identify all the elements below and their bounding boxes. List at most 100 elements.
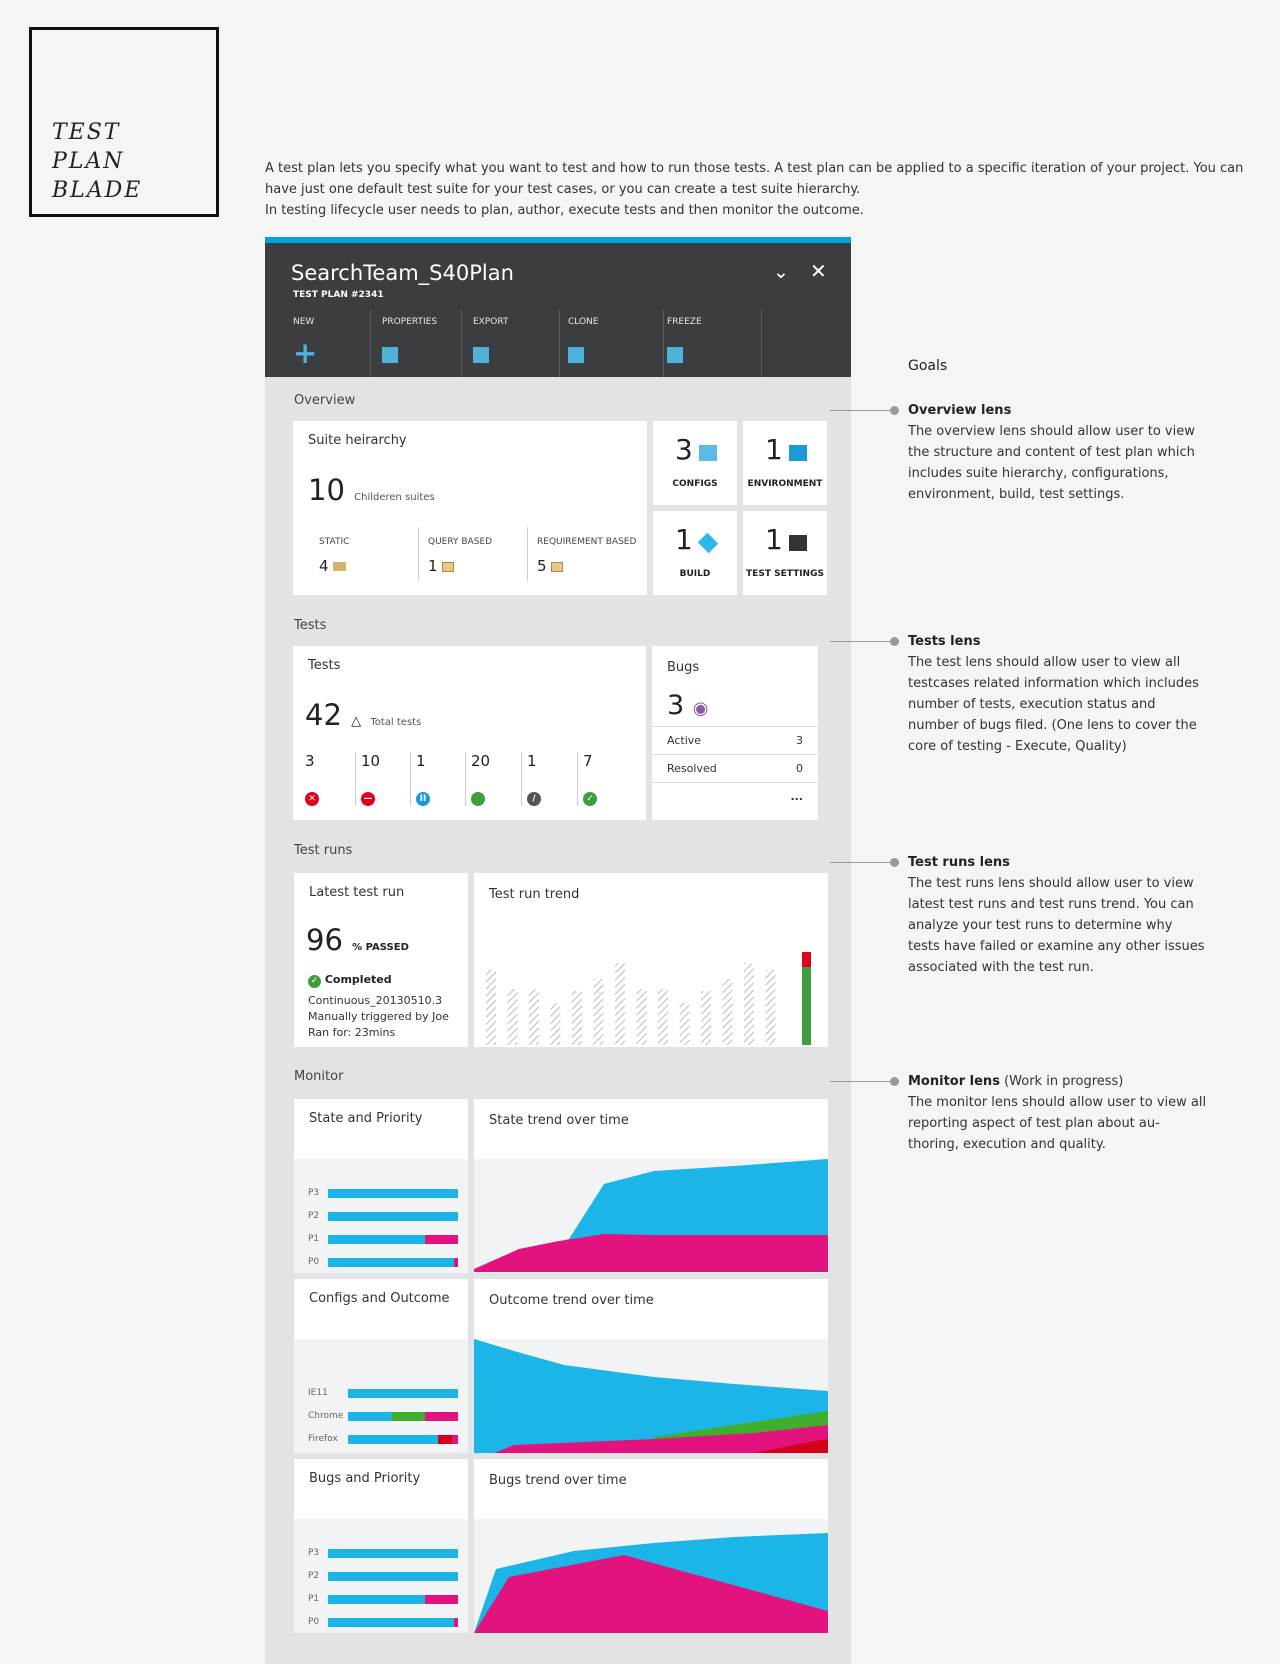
p0-bar-bugs [454, 1258, 458, 1267]
p1-bar-bugs [425, 1235, 458, 1244]
history-run-bar [679, 1003, 690, 1045]
bugs-p3-bar [328, 1549, 458, 1558]
history-run-bar [593, 979, 604, 1045]
p1-label: P1 [308, 1234, 320, 1244]
bugs-trend-card[interactable]: Bugs trend over time [474, 1459, 828, 1633]
close-icon[interactable]: ✕ [810, 259, 827, 283]
test-plan-blade: SearchTeam_S40Plan TEST PLAN #2341 ⌄ ✕ N… [265, 237, 851, 1664]
state-trend-card[interactable]: State trend over time [474, 1099, 828, 1273]
static-label: STATIC [319, 537, 350, 547]
connector-line [830, 862, 892, 863]
latest-run-bar-pass [802, 967, 811, 1045]
environment-count: 1 [765, 433, 783, 466]
stat-paused[interactable]: 1 II [416, 752, 430, 806]
outcome-trend-card[interactable]: Outcome trend over time [474, 1279, 828, 1453]
section-overview: Overview [294, 393, 356, 408]
query-value: 1 [428, 557, 454, 575]
divider [521, 752, 522, 806]
test-settings-tile[interactable]: 1 TEST SETTINGS [743, 511, 827, 595]
bugs-priority-card[interactable]: Bugs and Priority P3 P2 P1 P0 [294, 1459, 468, 1633]
stat-passed[interactable]: 7 ✓ [583, 752, 597, 806]
run-duration: Ran for: 23mins [308, 1026, 396, 1039]
connector-dot [890, 858, 899, 867]
history-run-bar [529, 989, 539, 1045]
run-trigger: Manually triggered by Joe [308, 1010, 449, 1023]
firefox-bar-magenta [452, 1435, 458, 1444]
goal-tests: Tests lens The test lens should allow us… [908, 634, 1199, 754]
configs-count: 3 [675, 433, 693, 466]
tests-total: 42 [305, 698, 342, 732]
paused-icon: II [416, 792, 430, 806]
not-applicable-icon: / [527, 792, 541, 806]
p3-label: P3 [308, 1188, 320, 1198]
connector-dot [890, 406, 899, 415]
suite-card-title: Suite heirarchy [308, 433, 407, 448]
chrome-bar-green [392, 1412, 425, 1421]
clone-button[interactable]: CLONE [568, 309, 664, 377]
goal-test-runs: Test runs lens The test runs lens should… [908, 855, 1205, 975]
goals-heading: Goals [908, 358, 948, 374]
freeze-button[interactable]: FREEZE [667, 309, 762, 377]
history-run-bar [572, 991, 582, 1045]
connector-dot [890, 1077, 899, 1086]
outcome-trend-area-red [754, 1439, 828, 1453]
export-button[interactable]: EXPORT [473, 309, 560, 377]
goal-overview: Overview lens The overview lens should a… [908, 403, 1195, 502]
logo: TEST PLAN BLADE [29, 27, 219, 217]
test-run-trend-title: Test run trend [489, 887, 580, 902]
suite-count-label: Childeren suites [354, 492, 435, 503]
tests-card[interactable]: Tests 42 △ Total tests 3 ✕ 10— 1 II 20 1/ … [293, 646, 646, 820]
bugs-p1-bar-bugs [425, 1595, 458, 1604]
stat-blocked[interactable]: 10— [361, 752, 381, 806]
test-run-trend-card[interactable]: Test run trend [474, 873, 828, 1047]
environment-label: ENVIRONMENT [747, 479, 823, 489]
suite-hierarchy-card[interactable]: Suite heirarchy 10 Childeren suites STAT… [293, 421, 647, 595]
bug-icon: ◉ [692, 698, 709, 719]
section-tests: Tests [294, 618, 327, 633]
new-button[interactable]: NEW + [293, 309, 371, 377]
p1-bar [328, 1235, 425, 1244]
bugs-card[interactable]: Bugs 3 ◉ Active 3 Resolved 0 ... [652, 646, 818, 820]
chrome-label: Chrome [308, 1411, 344, 1421]
blade-header: SearchTeam_S40Plan TEST PLAN #2341 ⌄ ✕ N… [265, 243, 851, 377]
divider [527, 527, 528, 581]
stat-active[interactable]: 20 [471, 752, 490, 806]
bugs-p3-label: P3 [308, 1548, 320, 1558]
configs-tile[interactable]: 3 CONFIGS [653, 421, 737, 505]
check-icon: ✓ [308, 975, 321, 988]
configs-icon [699, 445, 717, 461]
bugs-active-row[interactable]: Active 3 [652, 726, 818, 754]
run-build: Continuous_20130510.3 [308, 994, 443, 1007]
firefox-label: Firefox [308, 1434, 338, 1444]
p2-bar [328, 1212, 458, 1221]
configs-outcome-card[interactable]: Configs and Outcome IE11 Chrome Firefox [294, 1279, 468, 1453]
history-run-bar [722, 979, 733, 1045]
blade-title: SearchTeam_S40Plan [291, 261, 514, 285]
latest-test-run-card[interactable]: Latest test run 96 % PASSED ✓ Completed … [294, 873, 468, 1047]
divider [418, 527, 419, 581]
plus-icon: + [293, 336, 318, 370]
latest-run-bar-fail [802, 952, 811, 967]
history-run-bar [636, 989, 647, 1045]
stat-not-applicable[interactable]: 1/ [527, 752, 541, 806]
intro-text: A test plan lets you specify what you wa… [265, 161, 1244, 218]
history-run-bar [701, 991, 711, 1045]
state-priority-card[interactable]: State and Priority P3 P2 P1 P0 [294, 1099, 468, 1273]
state-trend-area-magenta [474, 1234, 828, 1272]
terminal-icon [789, 535, 807, 551]
requirement-suite-icon [550, 561, 563, 572]
history-run-bar [744, 963, 754, 1045]
chevron-down-icon[interactable]: ⌄ [773, 261, 789, 283]
build-tile[interactable]: 1 BUILD [653, 511, 737, 595]
bugs-resolved-row[interactable]: Resolved 0 [652, 754, 818, 782]
environment-tile[interactable]: 1 ENVIRONMENT [743, 421, 827, 505]
stat-failed[interactable]: 3 ✕ [305, 752, 319, 806]
state-trend-chart [474, 1159, 828, 1272]
blocked-icon: — [361, 792, 375, 806]
properties-button[interactable]: PROPERTIES [382, 309, 462, 377]
connector-line [830, 1081, 892, 1082]
history-run-bar [507, 989, 518, 1045]
bugs-more-button[interactable]: ... [652, 782, 818, 810]
bugs-priority-title: Bugs and Priority [309, 1471, 421, 1486]
bugs-p2-label: P2 [308, 1571, 320, 1581]
